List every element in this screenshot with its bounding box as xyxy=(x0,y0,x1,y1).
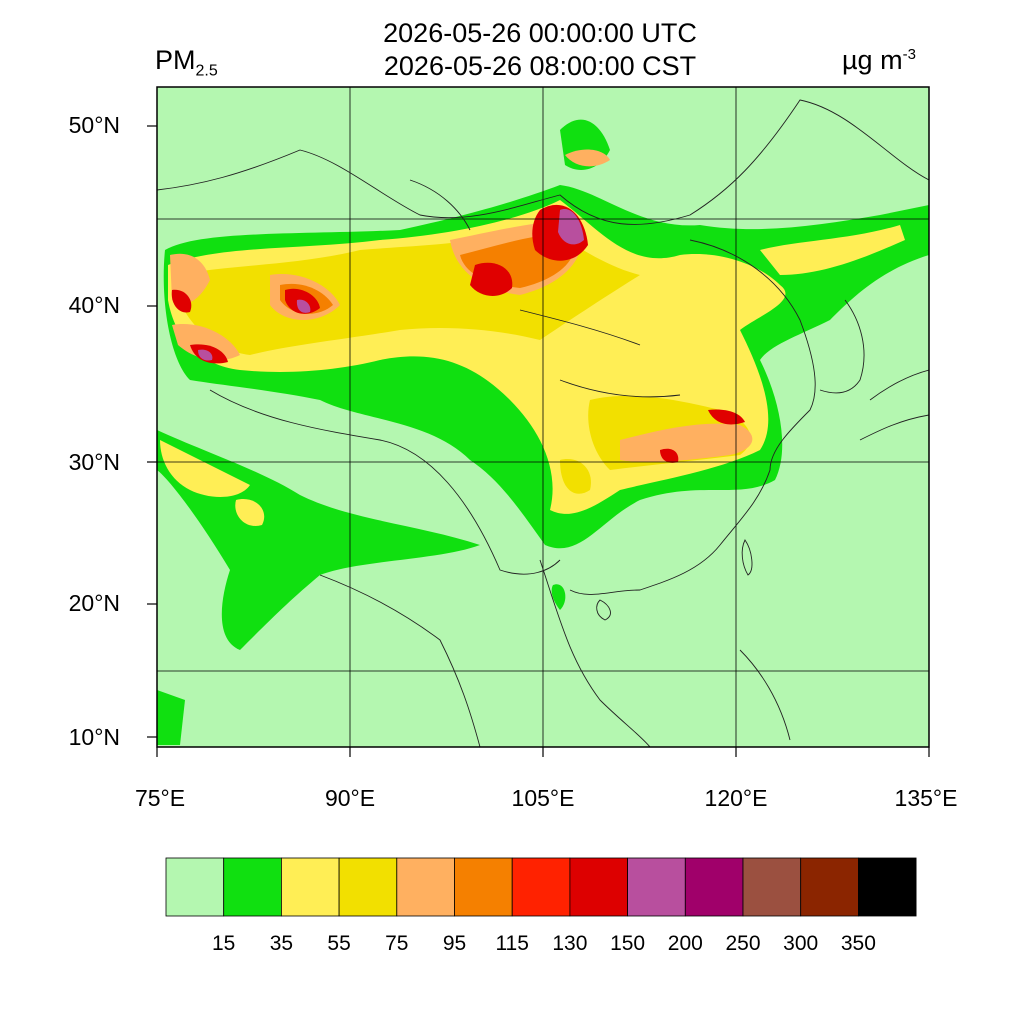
colorbar-threshold-label: 250 xyxy=(725,932,761,955)
lon-label: 135°E xyxy=(894,785,958,811)
pm-band-purple xyxy=(198,209,584,361)
lat-label: 20°N xyxy=(68,590,120,616)
lon-label: 75°E xyxy=(134,785,186,811)
colorbar-threshold-label: 130 xyxy=(552,932,588,955)
variable-subscript: 2.5 xyxy=(195,62,218,80)
colorbar-swatch xyxy=(627,857,686,917)
colorbar-threshold-label: 35 xyxy=(269,932,294,955)
colorbar-swatch xyxy=(800,857,859,917)
colorbar-threshold-label: 115 xyxy=(495,932,529,955)
lat-label: 10°N xyxy=(68,724,120,750)
title-utc: 2026-05-26 00:00:00 UTC xyxy=(383,18,697,48)
colorbar-swatch xyxy=(454,857,513,917)
unit-name: µg m xyxy=(842,45,903,75)
colorbar-threshold-label: 300 xyxy=(783,932,819,955)
unit-exponent: -3 xyxy=(902,46,916,63)
colorbar-swatch xyxy=(223,857,282,917)
colorbar xyxy=(165,857,917,917)
variable-name: PM xyxy=(155,45,196,75)
lon-label: 105°E xyxy=(511,785,575,811)
colorbar-threshold-label: 150 xyxy=(610,932,646,955)
colorbar-swatch xyxy=(569,857,628,917)
lon-label: 120°E xyxy=(704,785,768,811)
lat-label: 40°N xyxy=(68,292,120,318)
graticule xyxy=(157,87,929,747)
colorbar-swatch xyxy=(511,857,571,917)
colorbar-threshold-label: 75 xyxy=(385,932,409,955)
colorbar-threshold-label: 55 xyxy=(327,932,351,955)
colorbar-threshold-label: 15 xyxy=(212,932,236,955)
colorbar-swatch xyxy=(338,857,398,917)
colorbar-swatch xyxy=(742,857,802,917)
lat-label: 50°N xyxy=(68,112,120,138)
axis-ticks xyxy=(147,125,930,757)
lon-label: 90°E xyxy=(324,785,376,811)
lat-label: 30°N xyxy=(68,449,120,475)
title-cst: 2026-05-26 08:00:00 CST xyxy=(383,51,697,81)
colorbar-threshold-label: 95 xyxy=(442,932,467,955)
colorbar-swatch xyxy=(684,857,744,917)
colorbar-threshold-label: 350 xyxy=(840,932,876,955)
colorbar-swatch xyxy=(858,857,917,917)
variable-label: PM2.5 xyxy=(155,45,218,80)
colorbar-swatch xyxy=(396,857,455,917)
colorbar-swatch xyxy=(281,857,340,917)
colorbar-swatch xyxy=(165,857,225,917)
colorbar-threshold-label: 200 xyxy=(667,932,703,955)
unit-label: µg m-3 xyxy=(842,45,916,76)
boundary-lines xyxy=(157,99,929,747)
